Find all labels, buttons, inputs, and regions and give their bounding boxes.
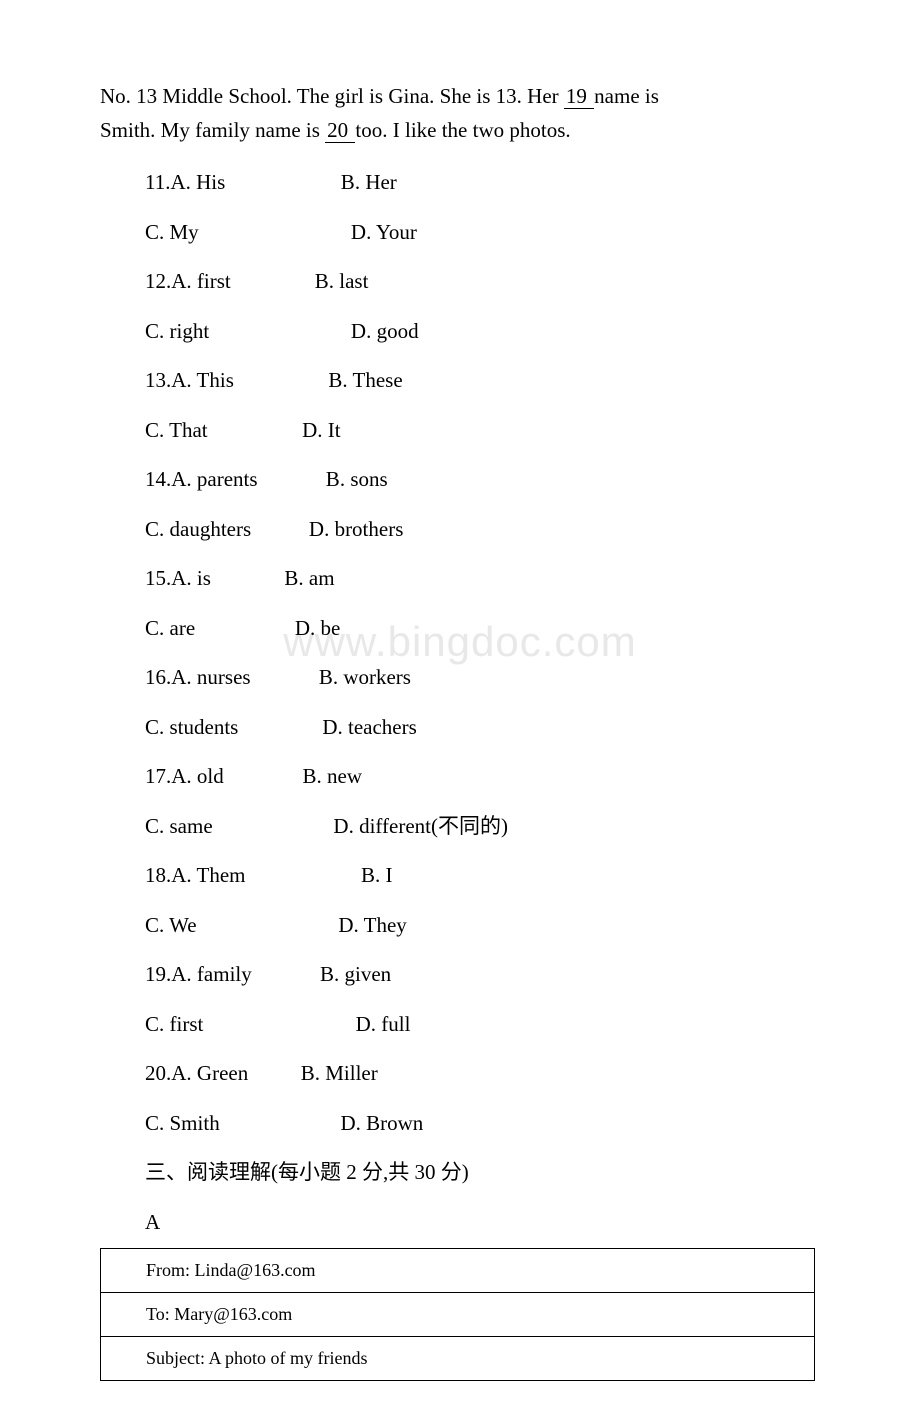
blank-20: 20 bbox=[325, 118, 355, 143]
question-16-row-a: 16.A. nurses B. workers bbox=[145, 662, 820, 694]
question-18-row-b: C. We D. They bbox=[145, 910, 820, 942]
question-19-row-b: C. first D. full bbox=[145, 1009, 820, 1041]
passage-text: No. 13 Middle School. The girl is Gina. … bbox=[100, 80, 820, 147]
passage-line2-part1: Smith. My family name is bbox=[100, 118, 325, 142]
table-row: Subject: A photo of my friends bbox=[101, 1337, 815, 1381]
question-13-row-b: C. That D. It bbox=[145, 415, 820, 447]
question-13-row-a: 13.A. This B. These bbox=[145, 365, 820, 397]
question-14-row-a: 14.A. parents B. sons bbox=[145, 464, 820, 496]
question-19-row-a: 19.A. family B. given bbox=[145, 959, 820, 991]
question-20-row-a: 20.A. Green B. Miller bbox=[145, 1058, 820, 1090]
blank-19: 19 bbox=[564, 84, 594, 109]
question-11-row-a: 11.A. His B. Her bbox=[145, 167, 820, 199]
passage-line2-part2: too. I like the two photos. bbox=[355, 118, 570, 142]
question-12-row-b: C. right D. good bbox=[145, 316, 820, 348]
options-block: 11.A. His B. Her C. My D. Your 12.A. fir… bbox=[100, 167, 820, 1139]
question-11-row-b: C. My D. Your bbox=[145, 217, 820, 249]
question-17-row-b: C. same D. different(不同的) bbox=[145, 811, 820, 843]
question-17-row-a: 17.A. old B. new bbox=[145, 761, 820, 793]
question-16-row-b: C. students D. teachers bbox=[145, 712, 820, 744]
email-table: From: Linda@163.com To: Mary@163.com Sub… bbox=[100, 1248, 815, 1381]
email-to: To: Mary@163.com bbox=[101, 1293, 815, 1337]
section-3-title: 三、阅读理解(每小题 2 分,共 30 分) bbox=[100, 1157, 820, 1189]
question-12-row-a: 12.A. first B. last bbox=[145, 266, 820, 298]
email-subject: Subject: A photo of my friends bbox=[101, 1337, 815, 1381]
question-15-row-b: C. are D. be bbox=[145, 613, 820, 645]
question-15-row-a: 15.A. is B. am bbox=[145, 563, 820, 595]
passage-line1-part2: name is bbox=[594, 84, 659, 108]
passage-line1-part1: No. 13 Middle School. The girl is Gina. … bbox=[100, 84, 564, 108]
section-3-label: A bbox=[100, 1207, 820, 1239]
table-row: From: Linda@163.com bbox=[101, 1249, 815, 1293]
question-20-row-b: C. Smith D. Brown bbox=[145, 1108, 820, 1140]
document-content: No. 13 Middle School. The girl is Gina. … bbox=[100, 80, 820, 1381]
email-from: From: Linda@163.com bbox=[101, 1249, 815, 1293]
question-14-row-b: C. daughters D. brothers bbox=[145, 514, 820, 546]
question-18-row-a: 18.A. Them B. I bbox=[145, 860, 820, 892]
table-row: To: Mary@163.com bbox=[101, 1293, 815, 1337]
